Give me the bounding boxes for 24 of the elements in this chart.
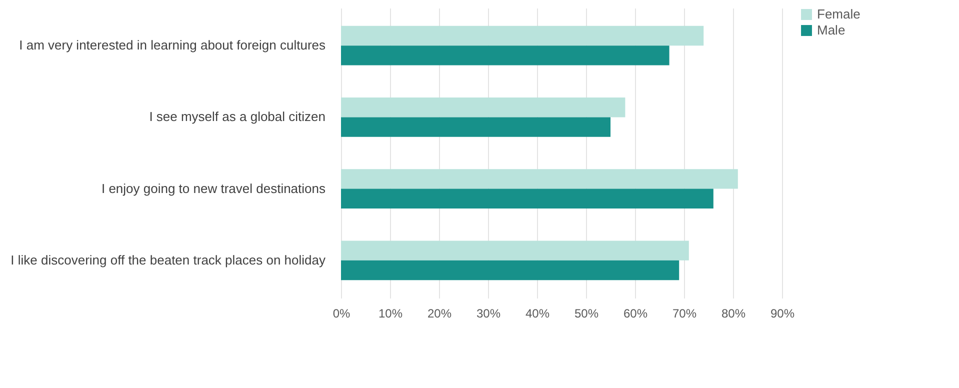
x-tick-label: 90% <box>770 306 795 320</box>
bar <box>341 98 626 118</box>
x-tick-label: 60% <box>623 306 648 320</box>
y-tick-label: I see myself as a global citizen <box>149 109 326 124</box>
x-tick-label: 50% <box>574 306 599 320</box>
x-tick-label: 40% <box>525 306 550 320</box>
legend-label: Male <box>817 22 846 38</box>
legend-label: Female <box>817 6 860 22</box>
bar <box>341 46 670 66</box>
bar <box>341 117 610 137</box>
x-tick-label: 70% <box>672 306 697 320</box>
x-tick-label: 0% <box>332 306 350 320</box>
bar <box>341 188 714 208</box>
bar <box>341 240 689 260</box>
x-tick-label: 30% <box>476 306 501 320</box>
x-tick-label: 80% <box>721 306 746 320</box>
y-tick-label: I am very interested in learning about foreign cultures <box>19 38 326 53</box>
x-tick-label: 10% <box>378 306 403 320</box>
y-tick-label: I enjoy going to new travel destinations <box>101 180 326 196</box>
y-tick-label: I like discovering off the beaten track places on holiday <box>10 252 326 268</box>
bar <box>341 169 738 189</box>
bar <box>341 260 680 280</box>
bar <box>341 26 704 46</box>
x-tick-label: 20% <box>427 306 452 320</box>
